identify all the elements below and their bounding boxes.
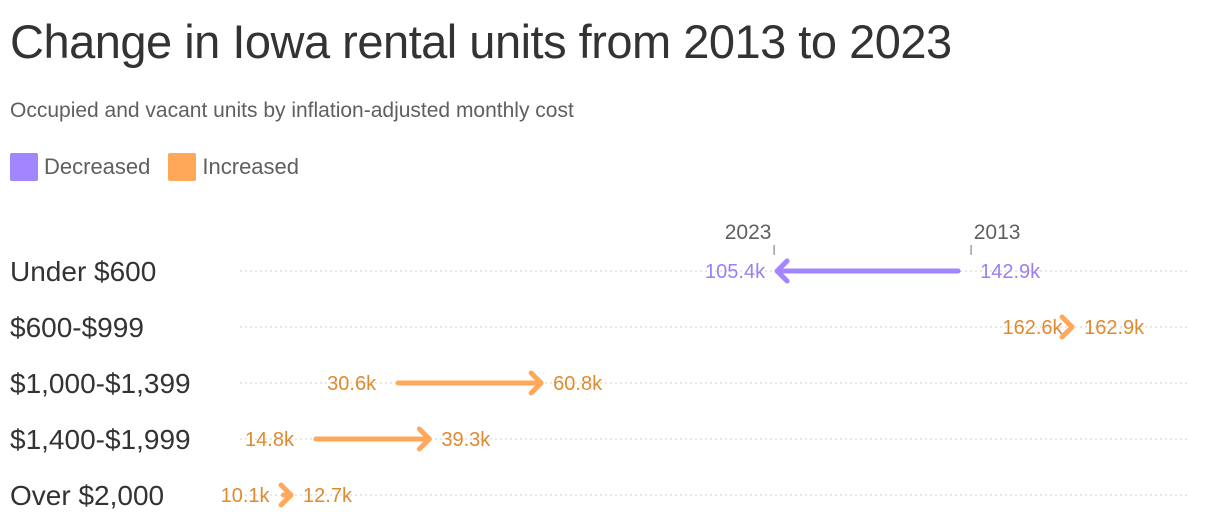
header-label-end: 2023 <box>725 221 772 244</box>
legend-item-decreased: Decreased <box>10 153 150 181</box>
arrow-head <box>1059 314 1075 340</box>
category-label: Over $2,000 <box>10 480 164 511</box>
arrow-head <box>528 370 544 396</box>
arrow-head <box>278 482 294 508</box>
value-label-2013: 162.6k <box>1002 317 1063 339</box>
value-label-2023: 105.4k <box>705 261 766 283</box>
value-label-2013: 10.1k <box>221 485 271 507</box>
chart-plot: 2023 2013 Under $600 142.9k 105.4k $600-$999 1… <box>10 221 1188 511</box>
legend: Decreased Increased <box>10 153 317 181</box>
legend-swatch-decreased <box>10 153 38 181</box>
category-label: $1,400-$1,999 <box>10 424 191 455</box>
value-label-2023: 12.7k <box>303 485 353 507</box>
value-label-2023: 39.3k <box>441 429 491 451</box>
legend-item-increased: Increased <box>168 153 299 181</box>
header-label-start: 2013 <box>974 221 1021 244</box>
value-label-2023: 162.9k <box>1084 317 1145 339</box>
category-label: Under $600 <box>10 256 156 287</box>
arrow-head <box>416 426 432 452</box>
category-label: $600-$999 <box>10 312 144 343</box>
value-label-2013: 142.9k <box>980 261 1041 283</box>
chart-title: Change in Iowa rental units from 2013 to… <box>10 15 952 68</box>
legend-label-decreased: Decreased <box>44 154 151 179</box>
value-label-2023: 60.8k <box>553 373 603 395</box>
legend-swatch-increased <box>168 153 197 181</box>
value-label-2013: 30.6k <box>327 373 377 395</box>
chart-subtitle: Occupied and vacant units by inflation-a… <box>10 99 574 122</box>
legend-label-increased: Increased <box>202 154 300 179</box>
value-label-2013: 14.8k <box>245 429 295 451</box>
category-label: $1,000-$1,399 <box>10 368 191 399</box>
arrow-head <box>774 258 790 284</box>
